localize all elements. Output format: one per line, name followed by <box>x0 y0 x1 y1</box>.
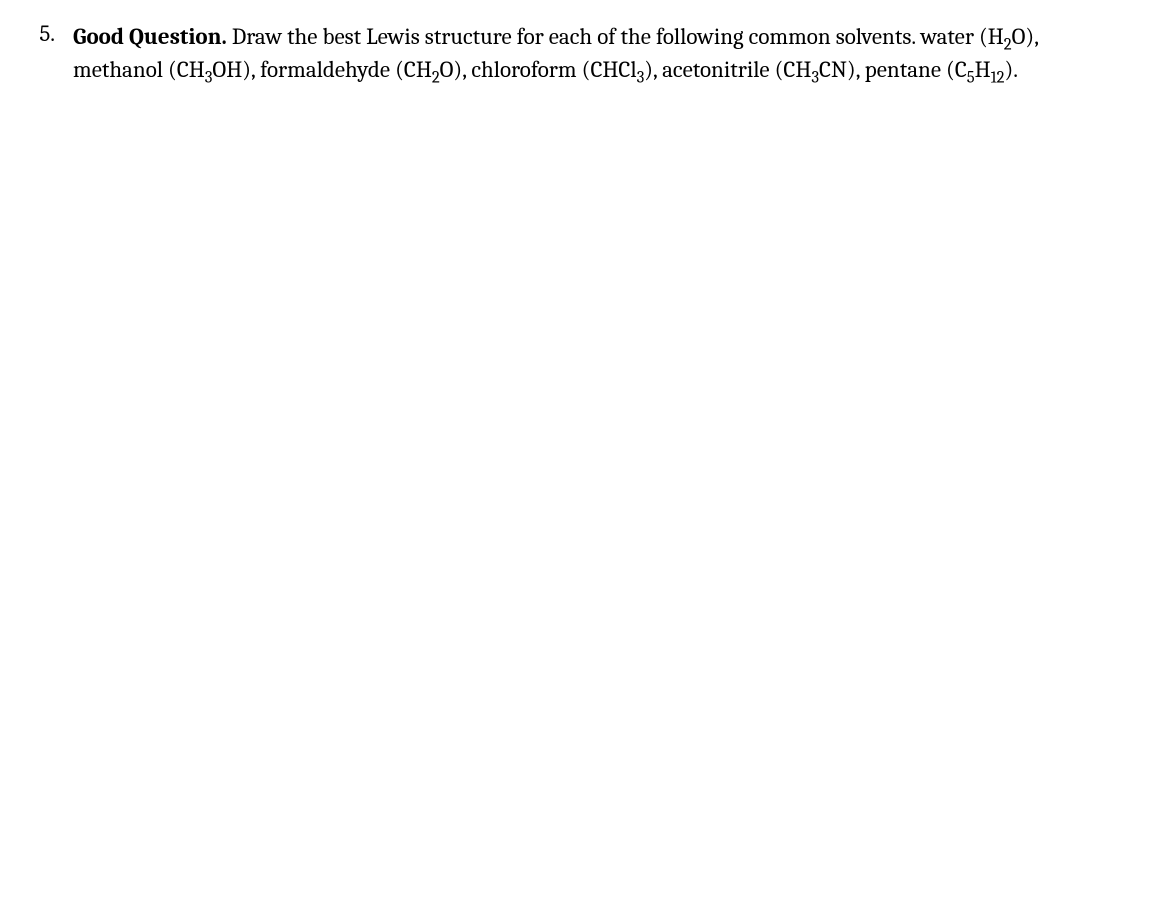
solvent-pentane-formula: (C5H12) <box>946 56 1013 83</box>
solvent-acetonitrile-name: acetonitrile <box>662 56 769 83</box>
question-intro: Draw the best Lewis structure for each o… <box>227 23 921 50</box>
question-container: 5. Good Question. Draw the best Lewis st… <box>30 20 1100 87</box>
solvent-chloroform-formula: (CHCl3) <box>582 56 653 83</box>
solvent-methanol-name: methanol <box>73 56 163 83</box>
solvent-acetonitrile-formula: (CH3CN) <box>775 56 856 83</box>
solvent-water-formula: (H2O) <box>979 23 1034 50</box>
solvent-methanol-formula: (CH3OH) <box>168 56 251 83</box>
question-title: Good Question. <box>73 23 227 50</box>
solvent-formaldehyde-name: formaldehyde <box>260 56 390 83</box>
question-number: 5. <box>30 20 55 47</box>
solvent-formaldehyde-formula: (CH2O) <box>395 56 462 83</box>
question-body: Good Question. Draw the best Lewis struc… <box>73 20 1100 87</box>
solvent-water-name: water <box>920 23 973 50</box>
solvent-chloroform-name: chloroform <box>471 56 576 83</box>
solvent-pentane-name: pentane <box>865 56 941 83</box>
